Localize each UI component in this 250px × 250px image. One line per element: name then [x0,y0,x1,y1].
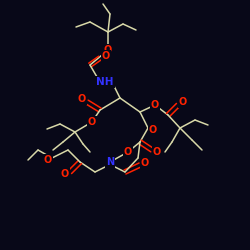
Text: O: O [88,117,96,127]
Text: O: O [102,51,110,61]
Text: O: O [141,158,149,168]
Text: N: N [106,157,114,167]
Text: O: O [179,97,187,107]
Text: O: O [61,169,69,179]
Text: O: O [149,125,157,135]
Text: O: O [151,100,159,110]
Text: O: O [124,147,132,157]
Text: O: O [153,147,161,157]
Text: O: O [78,94,86,104]
Text: NH: NH [96,77,114,87]
Text: O: O [104,45,112,55]
Text: O: O [44,155,52,165]
